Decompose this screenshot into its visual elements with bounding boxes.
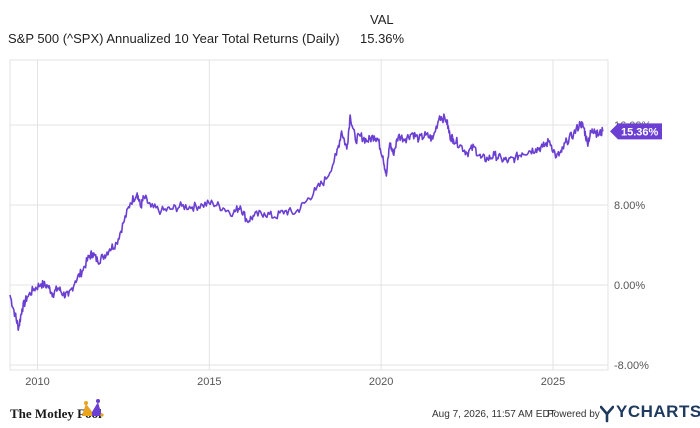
x-tick-label: 2025 [541,376,565,388]
series-label: S&P 500 (^SPX) Annualized 10 Year Total … [8,31,340,46]
ycharts-logo-text: YCHARTS [616,402,700,421]
legend-row: S&P 500 (^SPX) Annualized 10 Year Total … [8,31,408,49]
powered-by-label: Powered by [547,409,600,420]
y-axis-ticks: 16.00%8.00%0.00%-8.00% [614,120,652,372]
x-tick-label: 2010 [25,376,49,388]
ycharts-arrow-icon [600,405,614,423]
motley-fool-brand: The Motley Fool [10,406,102,421]
x-axis-ticks: 2010 2015 2020 2025 [25,376,565,388]
plot-frame [9,59,609,371]
series-line [9,113,604,331]
x-tick-label: 2020 [369,376,393,388]
timestamp: Aug 7, 2026, 11:57 AM EDT [432,409,556,420]
x-tick-label: 2015 [197,376,221,388]
y-tick-label: 8.00% [614,200,645,212]
footer: The Motley Fool Aug 7, 2026, 11:57 AM ED… [0,396,700,428]
legend-header: VAL [370,12,394,27]
jester-hat-icon [82,399,104,417]
y-tick-label: 0.00% [614,280,645,292]
y-tick-label: -8.00% [614,360,649,372]
current-value-badge-shape [610,123,662,140]
grid-lines [9,59,609,371]
series-value: 15.36% [360,31,405,46]
current-value-badge: 15.36% [610,123,662,140]
current-value-badge-text: 15.36% [621,126,659,138]
